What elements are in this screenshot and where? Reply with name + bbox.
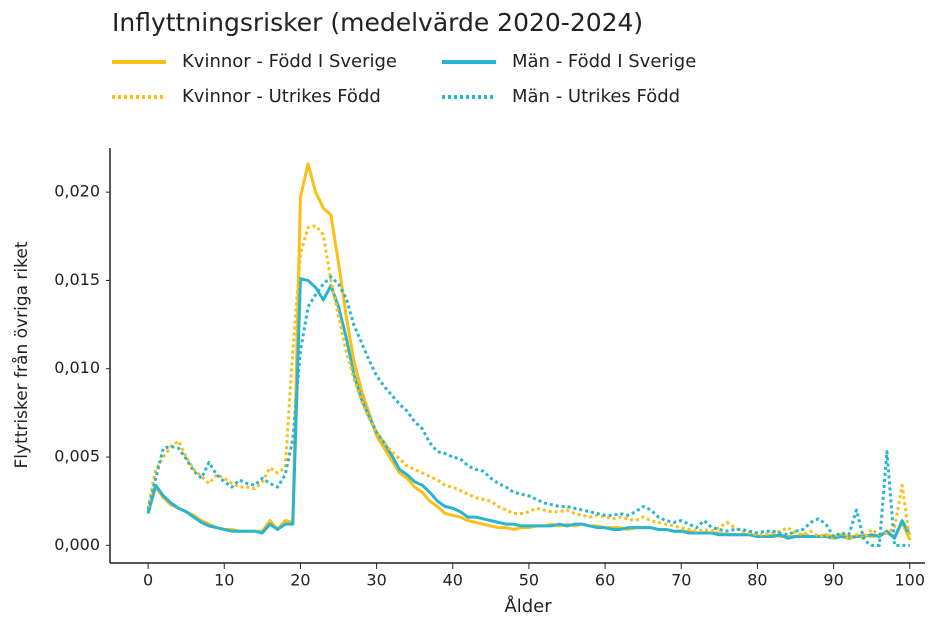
- x-tick-label: 80: [747, 571, 767, 590]
- series-line: [146, 277, 912, 540]
- y-tick-label: 0,010: [54, 358, 100, 377]
- y-tick-label: 0,015: [54, 270, 100, 289]
- x-tick-label: 60: [595, 571, 615, 590]
- series-line: [146, 224, 912, 542]
- series-line: [146, 162, 912, 541]
- legend-label: Män - Utrikes Född: [512, 86, 680, 107]
- y-tick-label: 0,020: [54, 182, 100, 201]
- chart-title: Inflyttningsrisker (medelvärde 2020-2024…: [112, 8, 643, 37]
- x-tick-label: 20: [290, 571, 310, 590]
- x-tick-label: 0: [143, 571, 153, 590]
- legend-label: Män - Född I Sverige: [512, 51, 696, 72]
- x-tick-label: 50: [519, 571, 539, 590]
- x-tick-label: 90: [823, 571, 843, 590]
- series-line: [146, 275, 910, 547]
- x-axis-title: Ålder: [504, 595, 552, 617]
- x-tick-label: 30: [366, 571, 386, 590]
- x-tick-label: 100: [894, 571, 925, 590]
- legend-label: Kvinnor - Utrikes Född: [182, 86, 381, 107]
- x-tick-label: 40: [443, 571, 463, 590]
- y-tick-label: 0,005: [54, 447, 100, 466]
- y-axis-title: Flyttrisker från övriga riket: [11, 241, 32, 468]
- legend-label: Kvinnor - Född I Sverige: [182, 51, 397, 72]
- x-tick-label: 70: [671, 571, 691, 590]
- x-tick-label: 10: [214, 571, 234, 590]
- y-tick-label: 0,000: [54, 535, 100, 554]
